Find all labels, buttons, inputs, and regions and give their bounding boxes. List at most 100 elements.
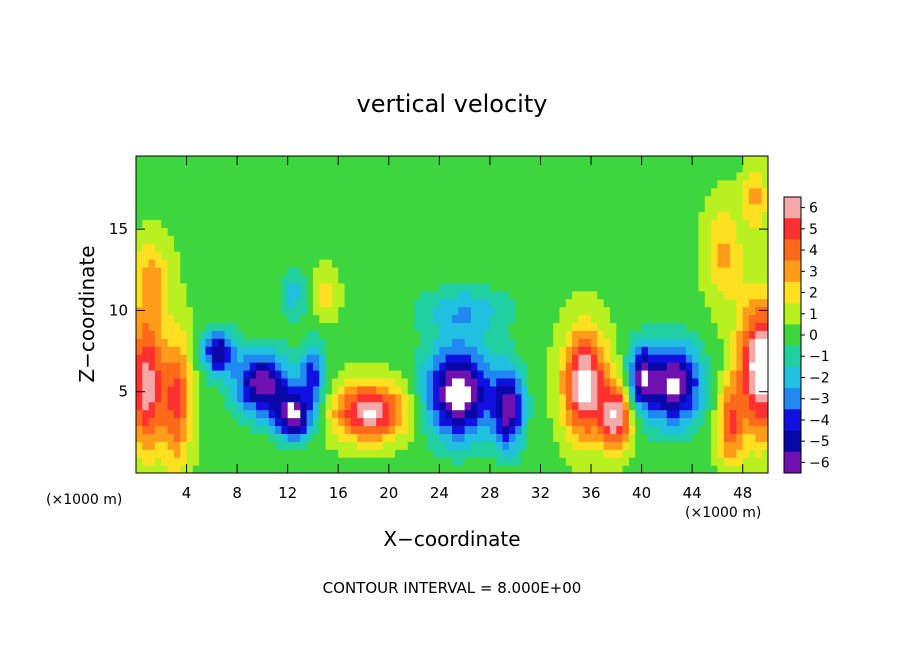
heatmap-cell xyxy=(559,243,567,252)
heatmap-cell xyxy=(357,266,365,276)
heatmap-cell xyxy=(654,187,662,197)
heatmap-cell xyxy=(534,211,542,221)
heatmap-cell xyxy=(218,449,226,458)
heatmap-cell xyxy=(173,195,181,205)
heatmap-cell xyxy=(723,211,731,221)
heatmap-cell xyxy=(540,156,548,165)
heatmap-cell xyxy=(142,425,150,434)
heatmap-cell xyxy=(275,377,282,387)
heatmap-cell xyxy=(458,298,466,308)
heatmap-cell xyxy=(357,338,365,347)
heatmap-cell xyxy=(350,298,358,308)
heatmap-cell xyxy=(192,417,200,427)
heatmap-cell xyxy=(306,369,314,379)
heatmap-cell xyxy=(211,171,219,181)
heatmap-cell xyxy=(445,251,453,260)
heatmap-cell xyxy=(540,282,548,292)
heatmap-cell xyxy=(742,266,750,276)
heatmap-cell xyxy=(414,314,421,324)
heatmap-cell xyxy=(136,282,143,292)
heatmap-cell xyxy=(452,417,459,427)
heatmap-cell xyxy=(666,433,674,442)
heatmap-cell xyxy=(433,409,440,419)
heatmap-cell xyxy=(319,417,327,427)
heatmap-cell xyxy=(458,433,466,442)
heatmap-cell xyxy=(647,187,655,197)
heatmap-cell xyxy=(420,449,428,458)
heatmap-cell xyxy=(597,330,605,339)
heatmap-cell xyxy=(350,362,358,371)
heatmap-cell xyxy=(331,322,339,331)
heatmap-cell xyxy=(173,211,181,221)
heatmap-cell xyxy=(597,163,605,173)
heatmap-cell xyxy=(312,346,320,355)
heatmap-cell xyxy=(161,163,169,173)
heatmap-cell xyxy=(704,449,712,458)
heatmap-cell xyxy=(395,362,403,371)
heatmap-cell xyxy=(376,330,384,339)
colorbar-swatch xyxy=(784,324,801,346)
heatmap-cell xyxy=(464,211,472,221)
heatmap-cell xyxy=(616,282,624,292)
heatmap-cell xyxy=(723,362,731,371)
heatmap-cell xyxy=(546,457,554,466)
heatmap-cell xyxy=(578,306,586,316)
heatmap-cell xyxy=(622,465,630,473)
heatmap-cell xyxy=(180,354,188,363)
heatmap-cell xyxy=(230,425,238,434)
heatmap-cell xyxy=(685,187,693,197)
heatmap-cell xyxy=(180,433,188,442)
heatmap-cell xyxy=(578,274,586,284)
heatmap-cell xyxy=(363,243,371,252)
heatmap-cell xyxy=(723,433,731,442)
heatmap-cell xyxy=(458,171,466,181)
heatmap-cell xyxy=(243,449,251,458)
heatmap-cell xyxy=(180,282,188,292)
heatmap-cell xyxy=(350,274,358,284)
heatmap-cell xyxy=(464,457,472,466)
heatmap-cell xyxy=(388,417,396,427)
heatmap-cell xyxy=(628,449,636,458)
heatmap-cell xyxy=(515,354,523,363)
heatmap-cell xyxy=(755,251,763,260)
heatmap-cell xyxy=(350,259,358,268)
heatmap-cell xyxy=(376,298,384,308)
heatmap-cell xyxy=(679,338,687,347)
heatmap-cell xyxy=(395,179,403,189)
heatmap-cell xyxy=(679,259,687,268)
heatmap-cell xyxy=(338,251,346,260)
heatmap-cell xyxy=(180,203,188,213)
heatmap-cell xyxy=(205,211,213,221)
heatmap-cell xyxy=(331,401,339,411)
heatmap-cell xyxy=(287,330,295,339)
heatmap-cell xyxy=(173,377,181,387)
heatmap-cell xyxy=(211,409,219,419)
heatmap-cell xyxy=(224,211,232,221)
heatmap-cell xyxy=(312,314,320,324)
heatmap-cell xyxy=(742,274,750,284)
heatmap-cell xyxy=(559,195,567,205)
heatmap-cell xyxy=(173,330,181,339)
heatmap-cell xyxy=(237,187,245,197)
heatmap-cell xyxy=(161,290,169,300)
heatmap-cell xyxy=(761,156,768,165)
heatmap-cell xyxy=(730,433,737,442)
heatmap-cell xyxy=(546,243,554,252)
heatmap-cell xyxy=(237,322,245,331)
heatmap-cell xyxy=(382,243,390,252)
heatmap-cell xyxy=(344,385,352,395)
heatmap-cell xyxy=(148,282,156,292)
heatmap-cell xyxy=(641,195,649,205)
heatmap-cell xyxy=(723,465,731,473)
heatmap-cell xyxy=(628,179,636,189)
heatmap-cell xyxy=(218,362,226,371)
heatmap-cell xyxy=(186,211,194,221)
heatmap-cell xyxy=(477,465,485,473)
heatmap-cell xyxy=(218,227,226,236)
heatmap-cell xyxy=(489,266,497,276)
heatmap-cell xyxy=(483,465,491,473)
heatmap-cell xyxy=(610,409,617,419)
heatmap-cell xyxy=(470,259,478,268)
heatmap-cell xyxy=(730,441,737,450)
heatmap-cell xyxy=(464,274,472,284)
